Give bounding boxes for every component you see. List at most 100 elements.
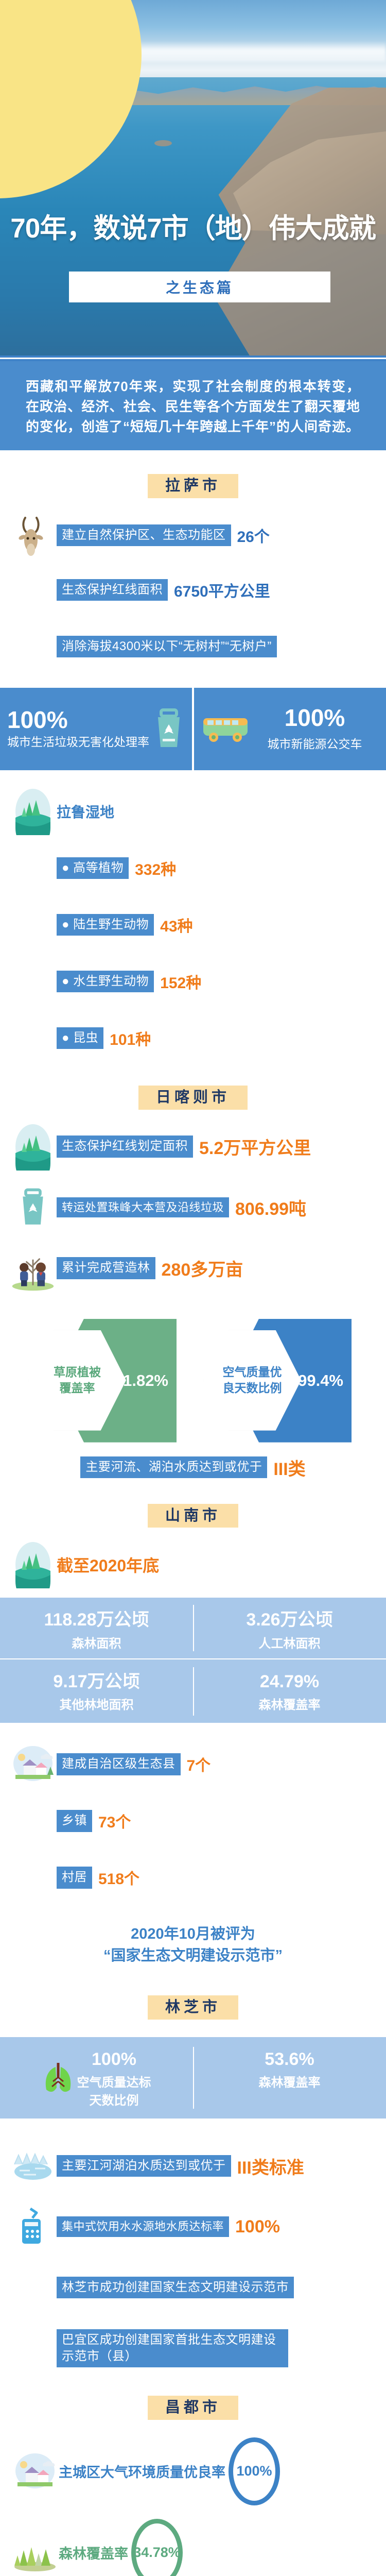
hex-grass-coverage: 51.82% 草原植被 覆盖率 bbox=[28, 1314, 183, 1448]
stat-row: 村居 518个 bbox=[0, 1854, 386, 1901]
stat-label: 乡镇 bbox=[57, 1810, 92, 1832]
stat-label: ● 昆虫 bbox=[57, 1027, 104, 1049]
section-lhasa: 拉萨市 建立自然保护区、生态功能区 26个 bbox=[0, 474, 386, 1062]
lhasa-panels: 100% 城市生活垃圾无害化处理率 bbox=[0, 687, 386, 770]
shannan-award-note: 2020年10月被评为 “国家生态文明建设示范市” bbox=[103, 1926, 283, 1964]
city-title-shigatse: 日喀则市 bbox=[138, 1085, 248, 1110]
stat-row: 林芝市成功创建国家生态文明建设示范市 bbox=[0, 2264, 386, 2311]
village-icon bbox=[9, 1740, 57, 1788]
asof-row: 截至2020年底 bbox=[0, 1541, 386, 1589]
stat-row: 转运处置珠峰大本营及沿线垃圾 806.99吨 bbox=[0, 1184, 386, 1231]
grid-cell: 24.79% 森林覆盖率 bbox=[193, 1659, 386, 1723]
stat-value: 332种 bbox=[135, 861, 177, 878]
stat-value: 73个 bbox=[98, 1814, 131, 1832]
stat-label: 生态保护红线面积 bbox=[57, 579, 168, 601]
city-title-shannan: 山南市 bbox=[147, 1503, 238, 1528]
wetland-icon bbox=[9, 1123, 57, 1171]
cell-label: 森林覆盖率 bbox=[258, 2076, 321, 2090]
shannan-asof: 截至2020年底 bbox=[57, 1556, 160, 1575]
cell-value: 100% bbox=[92, 2049, 136, 2069]
spacer-icon bbox=[9, 958, 57, 1005]
oval-percent-forest: 34.78% bbox=[131, 2518, 183, 2576]
stat-label: ● 陆生野生动物 bbox=[57, 913, 154, 936]
cell-value: 9.17万公顷 bbox=[53, 1671, 140, 1691]
cell-label: 人工林面积 bbox=[258, 1636, 321, 1651]
oval-label: 主城区大气环境质量优良率 bbox=[59, 2465, 225, 2481]
stat-row: 主要江河湖泊水质达到或优于 III类标准 bbox=[0, 2142, 386, 2190]
village-icon bbox=[11, 2448, 59, 2495]
grid-cell: 3.26万公顷 人工林面积 bbox=[193, 1598, 386, 1658]
stat-label: 生态保护红线划定面积 bbox=[57, 1136, 193, 1158]
chamdo-forest-coverage: 森林覆盖率 34.78% bbox=[0, 2518, 386, 2576]
subtitle-plate: 之生态篇 bbox=[69, 272, 330, 302]
stat-label: 转运处置珠峰大本营及沿线垃圾 bbox=[57, 1197, 230, 1218]
panel-percent: 100% bbox=[7, 706, 68, 733]
oval-value: 100% bbox=[233, 2442, 275, 2501]
stat-label: 建立自然保护区、生态功能区 bbox=[57, 524, 231, 546]
hero-banner: 70年，数说7市（地）伟大成就 之生态篇 bbox=[0, 0, 386, 355]
stat-value: III类 bbox=[273, 1459, 306, 1479]
stat-row: 集中式饮用水水源地水质达标率 100% bbox=[0, 2203, 386, 2250]
stat-label: 主要河流、湖泊水质达到或优于 bbox=[80, 1456, 268, 1479]
wetland-icon bbox=[9, 788, 57, 835]
cell-value: 53.6% bbox=[265, 2049, 314, 2069]
spacer-icon bbox=[9, 1797, 57, 1844]
panel-waste-treatment: 100% 城市生活垃圾无害化处理率 bbox=[0, 687, 192, 770]
cell-value: 24.79% bbox=[259, 1671, 320, 1691]
stat-label: 建成自治区级生态县 bbox=[57, 1753, 181, 1775]
planting-kids-icon bbox=[9, 1245, 57, 1292]
shigatse-hex-pair: 51.82% 草原植被 覆盖率 99.4% 空气质量优 良天数比例 bbox=[0, 1306, 386, 1450]
stat-label: ● 高等植物 bbox=[57, 857, 129, 879]
wetland-icon bbox=[9, 1541, 57, 1589]
chamdo-air-quality: 主城区大气环境质量优良率 100% bbox=[0, 2437, 386, 2505]
panel-label: 城市新能源公交车 bbox=[267, 737, 362, 751]
stat-value: 280多万亩 bbox=[161, 1260, 243, 1280]
shannan-grid-row-2: 9.17万公顷 其他林地面积 24.79% 森林覆盖率 bbox=[0, 1659, 386, 1723]
city-title-chamdo: 昌都市 bbox=[147, 2396, 238, 2420]
city-title-nyingchi: 林芝市 bbox=[147, 1995, 238, 2020]
cell-label: 森林面积 bbox=[72, 1636, 121, 1651]
intro-paragraph: 西藏和平解放70年来，实现了社会制度的根本转变，在政治、经济、社会、民生等各个方… bbox=[0, 361, 386, 450]
spacer-icon bbox=[9, 2264, 57, 2311]
shannan-grid-row-1: 118.28万公顷 森林面积 3.26万公顷 人工林面积 bbox=[0, 1598, 386, 1658]
cell-label: 森林覆盖率 bbox=[258, 1698, 321, 1713]
panel-new-energy-bus: 100% 城市新能源公交车 bbox=[194, 687, 386, 770]
spacer-icon bbox=[9, 623, 57, 670]
grid-cell: 100% 空气质量达标 天数比例 bbox=[0, 2037, 193, 2119]
bus-icon bbox=[201, 713, 251, 745]
stat-value: 7个 bbox=[186, 1757, 211, 1775]
cell-label: 空气质量达标 天数比例 bbox=[77, 2076, 151, 2108]
section-chamdo: 昌都市 主城区大气环境质量优良率 100% bbox=[0, 2396, 386, 2576]
stat-label: 累计完成营造林 bbox=[57, 1257, 155, 1279]
grid-cell: 9.17万公顷 其他林地面积 bbox=[0, 1659, 193, 1723]
cell-value: 118.28万公顷 bbox=[44, 1610, 149, 1630]
section-shigatse: 日喀则市 生态保护红线划定面积 5.2万平方公里 bbox=[0, 1085, 386, 1480]
stat-row: 生态保护红线面积 6750平方公里 bbox=[0, 566, 386, 614]
stat-value: 518个 bbox=[98, 1871, 140, 1888]
spacer-icon bbox=[9, 1014, 57, 1062]
wetland-stat-row: ● 水生野生动物 152种 bbox=[0, 958, 386, 1005]
stat-value: 5.2万平方公里 bbox=[199, 1139, 311, 1159]
stat-value: 26个 bbox=[237, 528, 270, 546]
spacer-icon bbox=[9, 566, 57, 614]
stat-value: 43种 bbox=[160, 918, 193, 935]
grid-cell: 118.28万公顷 森林面积 bbox=[0, 1598, 193, 1658]
stat-row-water-quality: 主要河流、湖泊水质达到或优于 III类 bbox=[0, 1455, 386, 1480]
cell-value: 3.26万公顷 bbox=[246, 1610, 333, 1630]
recycle-bin-icon bbox=[9, 1184, 57, 1231]
nyingchi-grid: 100% 空气质量达标 天数比例 53.6% 森林覆盖率 bbox=[0, 2037, 386, 2119]
stat-row: 乡镇 73个 bbox=[0, 1797, 386, 1844]
forest-icon bbox=[11, 2529, 59, 2576]
island-tiny bbox=[154, 140, 172, 146]
lungs-icon bbox=[42, 2059, 74, 2098]
stat-row: 生态保护红线划定面积 5.2万平方公里 bbox=[0, 1123, 386, 1171]
stat-value: 101种 bbox=[110, 1031, 151, 1048]
wetland-name: 拉鲁湿地 bbox=[57, 804, 115, 820]
page-subtitle: 之生态篇 bbox=[165, 280, 234, 296]
stat-label: 消除海拔4300米以下“无树村”“无树户” bbox=[57, 635, 277, 657]
stat-row: 建成自治区级生态县 7个 bbox=[0, 1740, 386, 1788]
stat-label: 巴宜区成功创建国家首批生态文明建设示范市（县） bbox=[57, 2329, 288, 2368]
stat-value: 806.99吨 bbox=[235, 1199, 307, 1219]
divider-stripe-top bbox=[0, 355, 386, 361]
